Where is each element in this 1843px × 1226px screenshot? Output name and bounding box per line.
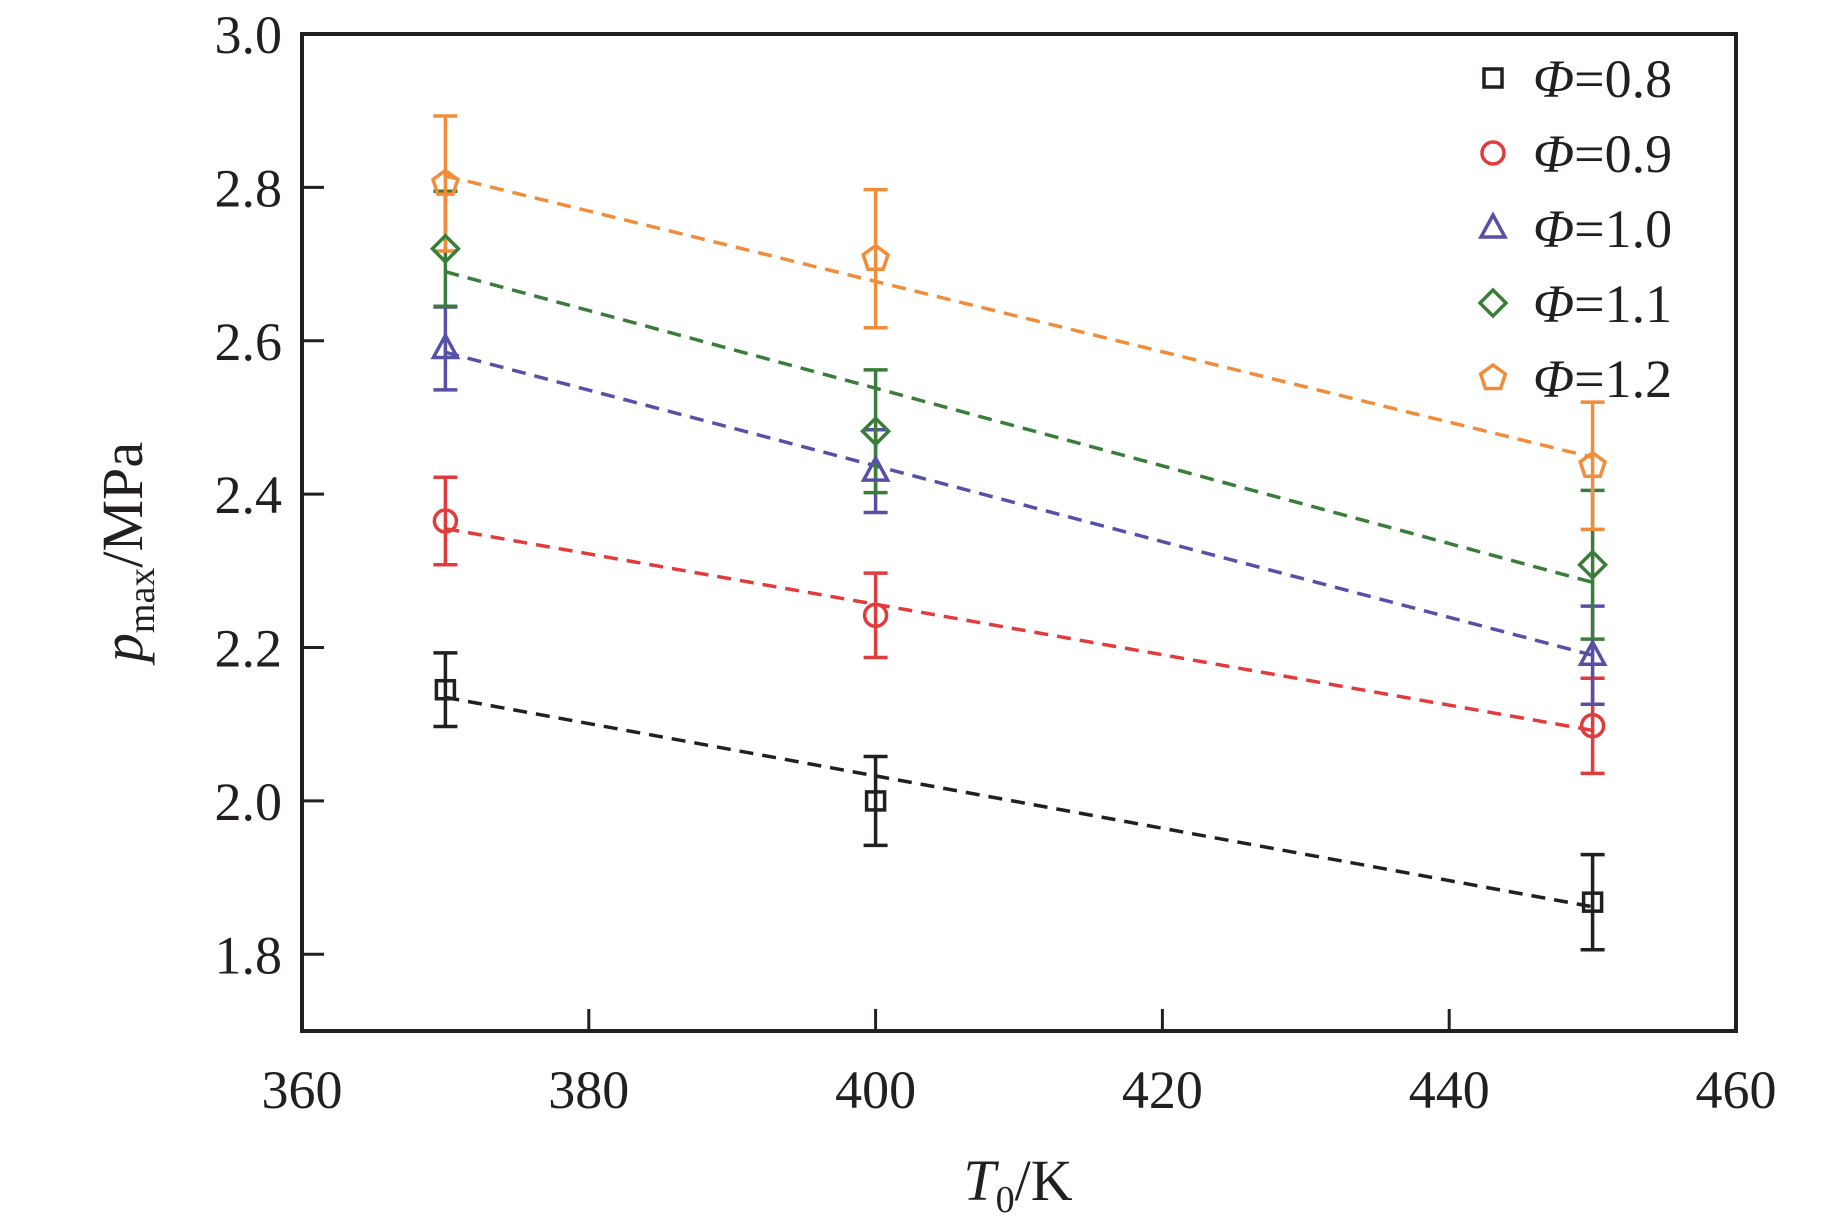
- x-axis-label-symbol: T: [963, 1148, 999, 1213]
- series-3-fit-line: [444, 270, 1594, 585]
- legend-item-4: Φ=1.2: [1478, 349, 1672, 409]
- y-axis-label-symbol: p: [90, 633, 155, 666]
- series-3-point-1: [860, 415, 892, 447]
- y-axis-ticks: 1.8 2.0 2.2 2.4 2.6 2.8 3.0: [215, 5, 324, 985]
- y-tick-label-2.8: 2.8: [215, 158, 283, 218]
- series-0-point-1: [864, 790, 887, 812]
- legend-label-0: Φ=0.8: [1533, 49, 1672, 109]
- x-axis-label-subscript: 0: [996, 1179, 1015, 1221]
- series-1-point-2: [1579, 713, 1606, 739]
- series-3-point-0: [429, 233, 461, 265]
- legend-marker-0: [1482, 67, 1504, 89]
- legend-label-symbol-0: Φ: [1533, 49, 1574, 109]
- series-4-error-bar-2: [1580, 400, 1605, 532]
- y-tick-label-2.4: 2.4: [215, 465, 283, 525]
- series-1-fit-line: [445, 526, 1593, 733]
- y-tick-label-2.2: 2.2: [215, 619, 283, 679]
- legend-marker-1: [1480, 140, 1506, 166]
- series-3-point-2: [1577, 549, 1609, 581]
- series-0-point-0: [434, 678, 457, 701]
- legend: Φ=0.8Φ=0.9Φ=1.0Φ=1.1Φ=1.2: [1477, 49, 1672, 409]
- fit-lines: [444, 174, 1594, 909]
- series-4-point-0: [430, 168, 460, 196]
- x-tick-label-360: 360: [262, 1060, 343, 1120]
- series-2-point-2: [1577, 638, 1608, 666]
- series-1-point-0: [432, 508, 459, 534]
- x-tick-label-420: 420: [1122, 1060, 1203, 1120]
- legend-label-value-1: =0.9: [1574, 124, 1672, 184]
- legend-marker-3: [1477, 287, 1509, 319]
- series-4-point-2: [1578, 450, 1608, 479]
- legend-label-symbol-2: Φ: [1533, 199, 1574, 259]
- y-tick-label-2.6: 2.6: [215, 312, 283, 372]
- series-0-fit-line: [445, 695, 1593, 909]
- legend-marker-2: [1478, 211, 1508, 239]
- legend-label-value-3: =1.1: [1574, 274, 1672, 334]
- series-4-point-1: [861, 243, 891, 271]
- x-tick-label-440: 440: [1409, 1060, 1490, 1120]
- series-1-point-1: [862, 602, 889, 629]
- series-0-error-bar-1: [863, 754, 888, 848]
- legend-label-value-2: =1.0: [1574, 199, 1672, 259]
- series-0-error-bar-0: [433, 651, 458, 729]
- legend-label-1: Φ=0.9: [1533, 124, 1672, 184]
- series-0-error-bar-2: [1580, 852, 1605, 952]
- y-tick-label-3: 3.0: [215, 5, 283, 65]
- legend-label-2: Φ=1.0: [1533, 199, 1672, 259]
- legend-label-value-4: =1.2: [1574, 349, 1672, 409]
- y-axis-label-subscript: max: [121, 568, 163, 633]
- legend-label-symbol-1: Φ: [1533, 124, 1574, 184]
- series-4-fit-line: [444, 174, 1594, 460]
- legend-label-3: Φ=1.1: [1533, 274, 1672, 334]
- legend-label-symbol-4: Φ: [1533, 349, 1574, 409]
- x-tick-label-400: 400: [835, 1060, 916, 1120]
- series-4-error-bar-0: [433, 114, 458, 253]
- error-bars: [433, 114, 1605, 952]
- x-axis-label: T0/K: [963, 1148, 1072, 1221]
- y-tick-label-1.8: 1.8: [215, 925, 283, 985]
- plot-frame: [300, 32, 1738, 1033]
- legend-label-4: Φ=1.2: [1533, 349, 1672, 409]
- series-1-error-bar-1: [863, 571, 888, 660]
- data-markers: [429, 168, 1609, 913]
- series-2-fit-line: [444, 350, 1594, 657]
- legend-item-0: Φ=0.8: [1482, 49, 1672, 109]
- y-tick-label-2: 2.0: [215, 772, 283, 832]
- legend-item-2: Φ=1.0: [1478, 199, 1672, 259]
- series-2-point-1: [860, 454, 891, 482]
- y-axis-label-unit: /MPa: [90, 442, 155, 568]
- legend-item-1: Φ=0.9: [1480, 124, 1672, 184]
- legend-label-value-0: =0.8: [1574, 49, 1672, 109]
- legend-label-symbol-3: Φ: [1533, 274, 1574, 334]
- x-axis-ticks: 360 380 400 420 440 460: [262, 1009, 1777, 1120]
- series-3-error-bar-1: [863, 368, 888, 495]
- legend-marker-4: [1478, 362, 1508, 391]
- x-tick-label-460: 460: [1696, 1060, 1777, 1120]
- legend-item-3: Φ=1.1: [1477, 274, 1672, 334]
- x-axis-label-unit: /K: [1015, 1148, 1073, 1213]
- series-2-point-0: [430, 331, 461, 360]
- series-1-error-bar-0: [433, 475, 458, 567]
- x-tick-label-380: 380: [548, 1060, 629, 1120]
- y-axis-label: pmax/MPa: [90, 442, 163, 666]
- series-4-error-bar-1: [863, 187, 888, 330]
- series-0-point-2: [1581, 891, 1604, 913]
